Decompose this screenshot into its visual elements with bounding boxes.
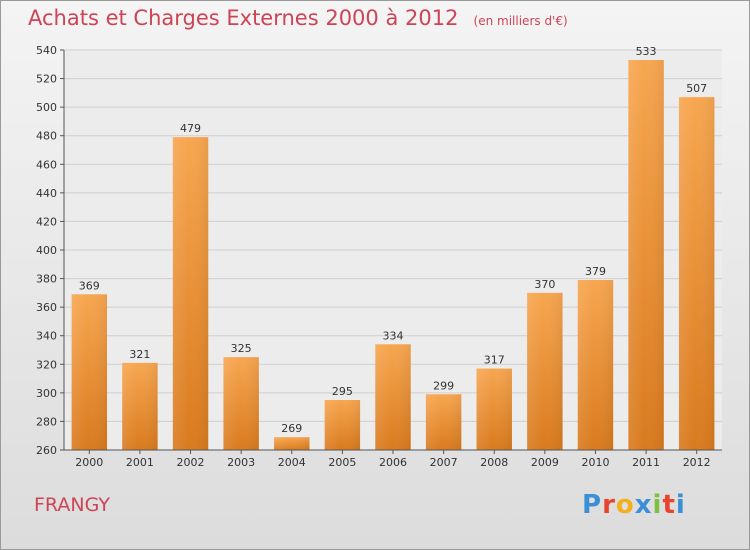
logo-letter: o (615, 490, 635, 520)
x-tick-label: 2002 (177, 456, 205, 469)
x-tick-label: 2004 (278, 456, 306, 469)
proxiti-logo: Proxiti (582, 490, 686, 520)
x-tick-label: 2005 (328, 456, 356, 469)
bar-value-label: 379 (585, 265, 606, 278)
bar-shine (122, 362, 158, 450)
bar-value-label: 295 (332, 385, 353, 398)
bar-value-label: 321 (129, 348, 150, 361)
y-tick-label: 420 (36, 215, 57, 228)
y-tick-label: 540 (36, 44, 57, 57)
bar-value-label: 533 (636, 45, 657, 58)
logo-letter: r (602, 490, 616, 520)
place-name: FRANGY (34, 494, 110, 516)
y-tick-label: 380 (36, 273, 57, 286)
bar-shine (527, 292, 563, 450)
x-tick-label: 2007 (430, 456, 458, 469)
x-tick-label: 2012 (683, 456, 711, 469)
logo-letter: i (652, 490, 663, 520)
x-tick-label: 2009 (531, 456, 559, 469)
bar-value-label: 370 (534, 278, 555, 291)
logo-letter: t (662, 490, 676, 520)
y-tick-label: 460 (36, 158, 57, 171)
bar-shine (577, 280, 614, 450)
bar-shine (172, 137, 209, 450)
chart-title-block: Achats et Charges Externes 2000 à 2012 (… (28, 6, 568, 30)
bar-shine (71, 294, 108, 450)
bar-value-label: 325 (231, 342, 252, 355)
chart-subtitle: (en milliers d'€) (473, 14, 568, 28)
chart-title: Achats et Charges Externes 2000 à 2012 (28, 6, 459, 30)
y-tick-label: 440 (36, 187, 57, 200)
y-tick-label: 360 (36, 301, 57, 314)
y-tick-label: 300 (36, 387, 57, 400)
x-tick-label: 2008 (480, 456, 508, 469)
bar-shine (628, 60, 664, 450)
bar-value-label: 507 (686, 82, 707, 95)
logo-letter: i (675, 490, 686, 520)
bar-value-label: 479 (180, 122, 201, 135)
y-tick-label: 260 (36, 444, 57, 457)
bar-shine (678, 97, 715, 451)
bars (71, 60, 715, 451)
y-tick-label: 500 (36, 101, 57, 114)
axes (60, 49, 722, 454)
x-tick-label: 2000 (75, 456, 103, 469)
bar-value-label: 317 (484, 354, 505, 367)
logo-letter: x (634, 490, 653, 520)
bar-shine (223, 357, 259, 450)
y-tick-label: 320 (36, 358, 57, 371)
bar-value-label: 299 (433, 379, 454, 392)
bar-shine (324, 400, 361, 450)
bar-shine (375, 344, 411, 450)
bar-value-label: 269 (281, 422, 302, 435)
y-tick-label: 480 (36, 130, 57, 143)
y-tick-label: 340 (36, 330, 57, 343)
bar-value-label: 334 (383, 329, 404, 342)
x-tick-label: 2001 (126, 456, 154, 469)
y-tick-label: 280 (36, 415, 57, 428)
y-tick-label: 400 (36, 244, 57, 257)
y-tick-label: 520 (36, 73, 57, 86)
x-tick-label: 2003 (227, 456, 255, 469)
x-tick-label: 2011 (632, 456, 660, 469)
x-tick-label: 2006 (379, 456, 407, 469)
bar-shine (425, 394, 462, 450)
x-tick-label: 2010 (581, 456, 609, 469)
logo-letter: P (582, 490, 603, 520)
bar-shine (274, 437, 310, 450)
bar-value-label: 369 (79, 279, 100, 292)
labels: 260 280 300 320 340 360 380 400 420 440 460 480 500 5… (36, 44, 711, 469)
bar-shine (476, 368, 512, 450)
